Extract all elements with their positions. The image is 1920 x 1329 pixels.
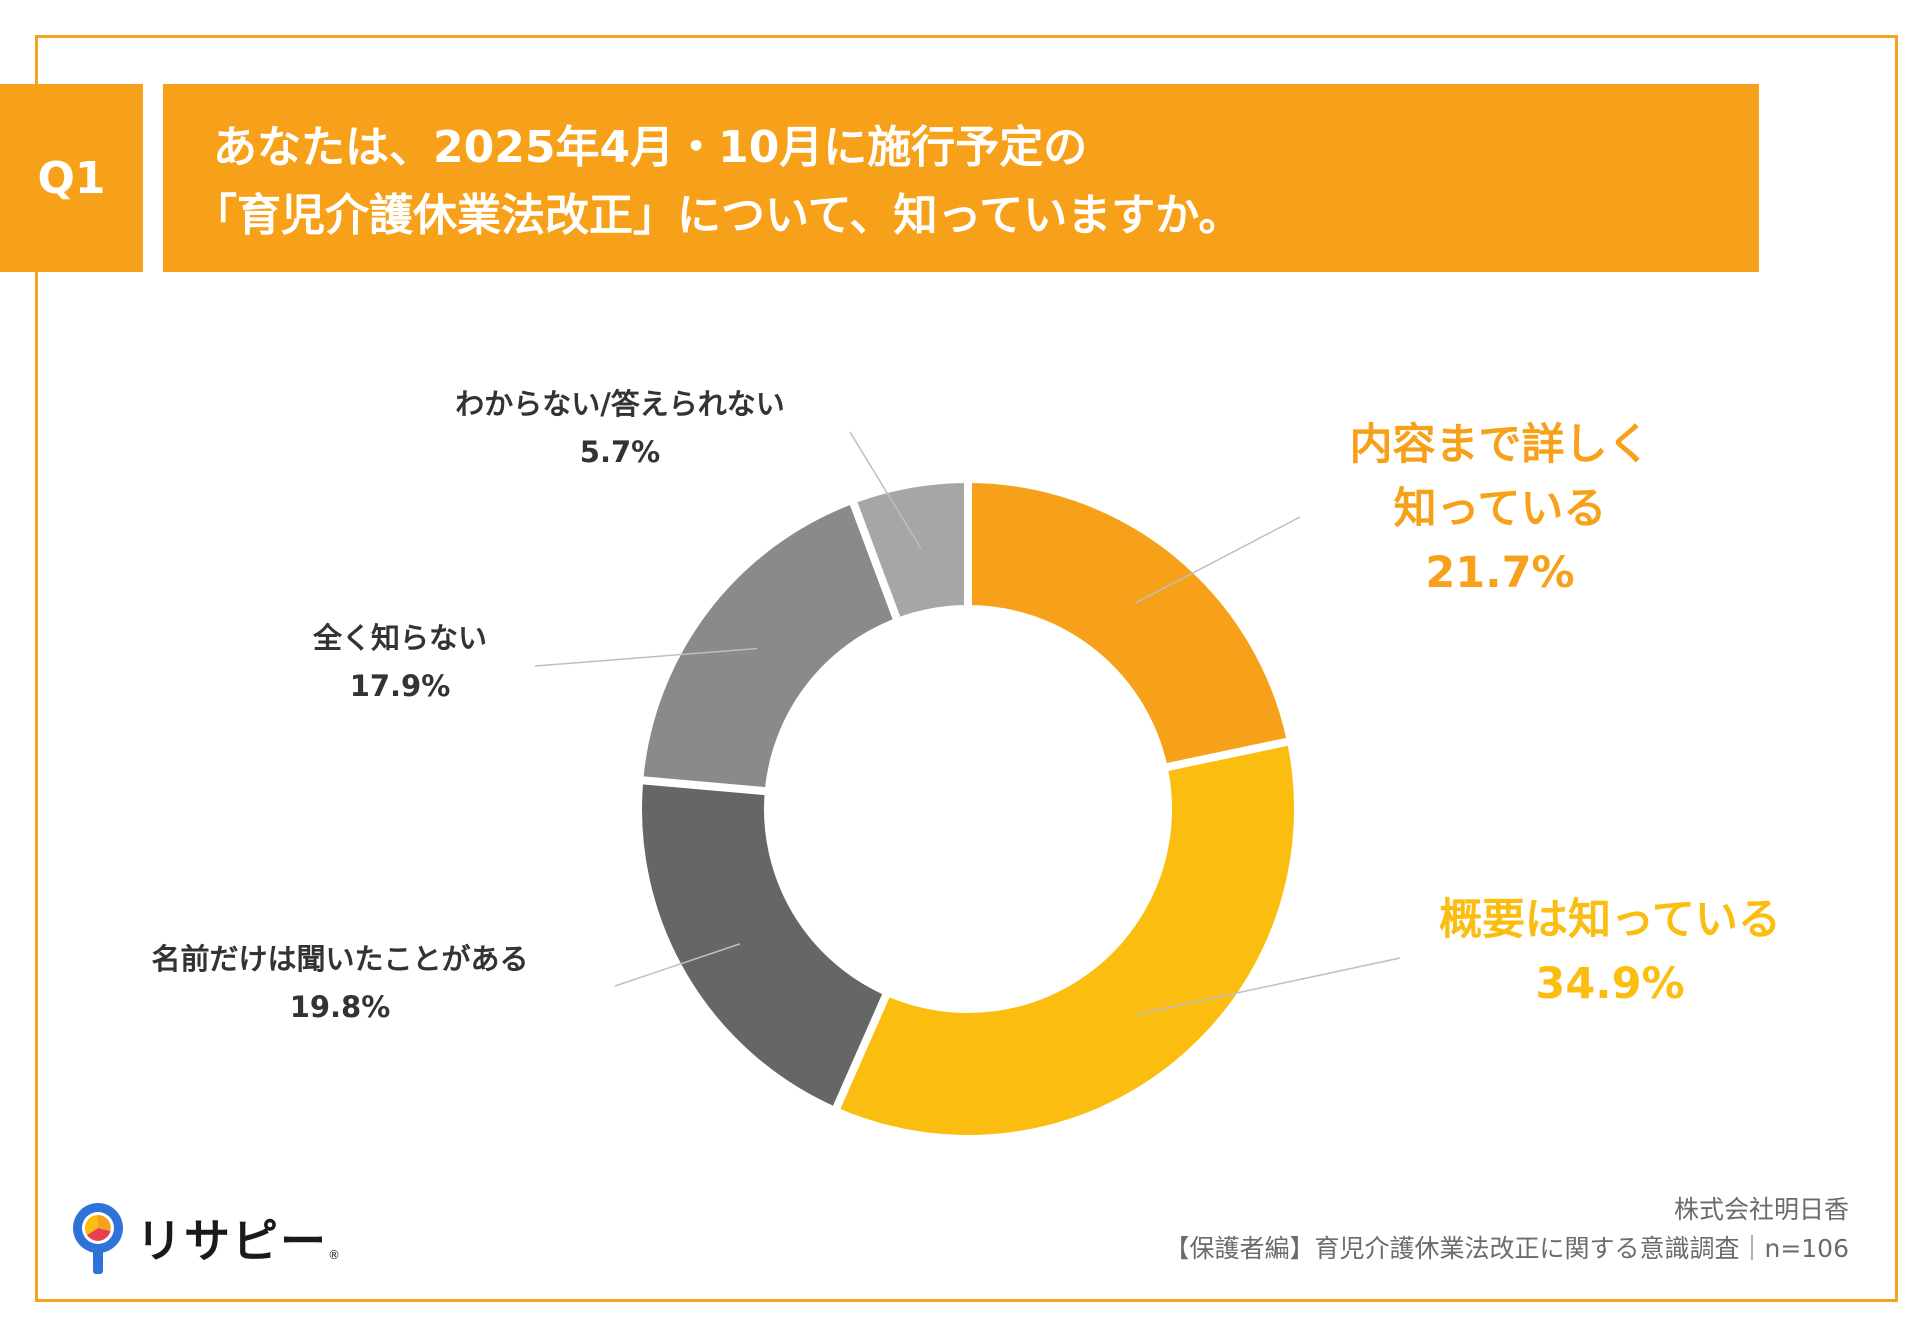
question-title: あなたは、2025年4月・10月に施行予定の 「育児介護休業法改正」について、知…: [163, 84, 1759, 272]
donut-slice-detailed-knowledge: [964, 474, 1296, 773]
label-name-only-line1: 名前だけは聞いたことがある: [151, 942, 529, 976]
label-detailed-knowledge-value: 21.7%: [1425, 548, 1575, 598]
donut-slice-not-at-all: [634, 494, 904, 796]
label-unknown-line1: わからない/答えられない: [455, 387, 785, 421]
registered-mark: ®: [328, 1248, 340, 1262]
label-unknown-value: 5.7%: [579, 435, 661, 469]
source-company: 株式会社明日香: [1673, 1195, 1849, 1224]
source-note: 株式会社明日香 【保護者編】育児介護休業法改正に関する意識調査｜n=106: [1164, 1190, 1849, 1268]
label-overview-knowledge: 概要は知っている 34.9%: [1400, 888, 1820, 1016]
source-survey: 【保護者編】育児介護休業法改正に関する意識調査｜n=106: [1164, 1234, 1849, 1263]
leader-line-name-only: [614, 943, 741, 987]
chart-frame: [35, 35, 1898, 1302]
label-detailed-knowledge-line2: 知っている: [1393, 484, 1607, 534]
question-badge: Q1: [0, 84, 143, 272]
label-name-only: 名前だけは聞いたことがある 19.8%: [110, 935, 570, 1031]
pin-icon: [73, 1203, 123, 1274]
label-detailed-knowledge-line1: 内容まで詳しく: [1349, 420, 1651, 470]
question-title-line1: あなたは、2025年4月・10月に施行予定の: [213, 122, 1088, 173]
donut-slice-name-only: [634, 775, 893, 1117]
label-name-only-value: 19.8%: [289, 990, 391, 1024]
label-not-at-all-line1: 全く知らない: [312, 621, 487, 655]
leader-line-overview-knowledge: [1134, 957, 1401, 1016]
label-overview-knowledge-value: 34.9%: [1535, 959, 1685, 1009]
question-title-line2: 「育児介護休業法改正」について、知っていますか。: [193, 190, 1243, 241]
label-detailed-knowledge: 内容まで詳しく 知っている 21.7%: [1320, 413, 1680, 605]
label-not-at-all-value: 17.9%: [349, 669, 451, 703]
brand-logo: リサピー ®: [70, 1200, 340, 1276]
label-not-at-all: 全く知らない 17.9%: [280, 614, 520, 710]
label-overview-knowledge-line1: 概要は知っている: [1439, 895, 1781, 945]
logo-text: リサピー: [136, 1214, 328, 1268]
leader-line-unknown: [849, 431, 922, 549]
leader-line-detailed-knowledge: [1134, 516, 1301, 604]
donut-slice-overview-knowledge: [829, 736, 1302, 1143]
leader-line-not-at-all: [534, 647, 758, 667]
donut-slice-unknown: [847, 474, 972, 627]
label-unknown: わからない/答えられない 5.7%: [400, 380, 840, 476]
